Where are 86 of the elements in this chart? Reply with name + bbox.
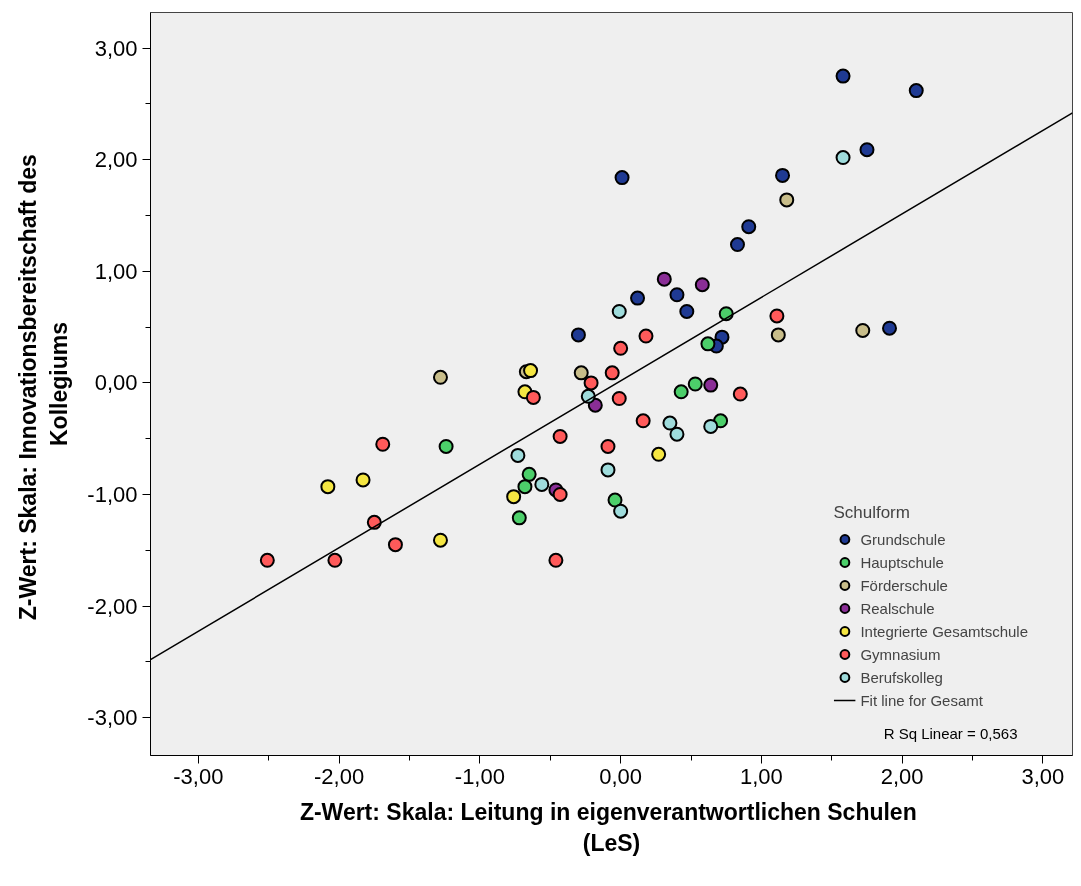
x-axis-title: Z-Wert: Skala: Leitung in eigenverantwortlichen Schulen (LeS) <box>299 798 917 856</box>
point <box>741 219 757 235</box>
legend-label: Grundschule <box>860 529 946 550</box>
point <box>534 476 550 492</box>
legend-label: Realschule <box>860 598 935 619</box>
point <box>525 389 541 405</box>
point <box>548 552 564 568</box>
x-tick-label: 3,00 <box>1021 763 1065 789</box>
point <box>703 377 719 393</box>
point <box>770 327 786 343</box>
point <box>662 415 678 431</box>
y-tick-label: 1,00 <box>94 258 138 284</box>
point <box>613 340 629 356</box>
point <box>630 290 646 306</box>
point <box>432 532 448 548</box>
point <box>573 365 589 381</box>
point <box>506 489 522 505</box>
point <box>638 328 654 344</box>
x-tick-label: -3,00 <box>173 763 224 789</box>
point <box>769 308 785 324</box>
point <box>835 150 851 166</box>
point <box>669 426 685 442</box>
point <box>687 376 703 392</box>
point <box>510 447 526 463</box>
point <box>570 327 586 343</box>
legend-label: Gymnasium <box>860 644 941 665</box>
point <box>327 552 343 568</box>
point <box>604 365 620 381</box>
y-tick-label: 2,00 <box>94 147 138 173</box>
point <box>859 142 875 158</box>
point <box>669 287 685 303</box>
point <box>835 68 851 84</box>
point <box>613 503 629 519</box>
point <box>673 384 689 400</box>
point <box>775 167 791 183</box>
point <box>607 492 623 508</box>
point <box>732 386 748 402</box>
point <box>517 479 533 495</box>
x-tick-label: 2,00 <box>880 763 924 789</box>
legend-label: Fit line for Gesamt <box>860 690 983 711</box>
legend-label: Hauptschule <box>860 552 944 573</box>
x-tick-label: 1,00 <box>740 763 783 789</box>
point <box>523 363 539 379</box>
point <box>320 479 336 495</box>
legend-label: Förderschule <box>860 575 948 596</box>
annotation: R Sq Linear = 0,563 <box>883 724 1018 742</box>
point <box>779 192 795 208</box>
point <box>552 428 568 444</box>
point <box>438 438 454 454</box>
y-tick-label: -1,00 <box>87 481 138 507</box>
point <box>611 391 627 406</box>
x-tick-label: -2,00 <box>314 763 365 789</box>
point <box>600 462 616 478</box>
point <box>375 436 391 452</box>
point <box>614 170 630 186</box>
y-tick-label: 0,00 <box>94 370 138 396</box>
point <box>656 271 672 287</box>
y-tick-label: -3,00 <box>87 705 138 731</box>
y-tick-label: 3,00 <box>94 35 138 61</box>
legend-label: Berufskolleg <box>860 667 943 688</box>
point <box>635 413 651 429</box>
point <box>387 537 403 553</box>
point <box>694 277 710 293</box>
point <box>679 304 695 319</box>
point <box>583 375 599 391</box>
point <box>882 320 898 336</box>
point <box>521 466 537 482</box>
legend-title: Schulform <box>833 503 911 523</box>
point <box>600 438 616 454</box>
point <box>355 472 371 488</box>
point <box>700 336 716 352</box>
x-tick-label: 0,00 <box>599 763 643 789</box>
point <box>552 486 568 502</box>
point <box>511 510 527 526</box>
y-axis-title: Z-Wert: Skala: Innovationsbereitschaft des Kollegiums <box>15 154 73 621</box>
point <box>611 304 627 319</box>
y-tick-label: -2,00 <box>87 593 138 619</box>
legend-label: Integrierte Gesamtschule <box>860 621 1028 642</box>
point <box>651 446 667 462</box>
point <box>703 418 719 434</box>
point <box>855 322 871 338</box>
x-tick-label: -1,00 <box>454 763 505 789</box>
point <box>729 237 745 253</box>
point <box>908 83 924 99</box>
point <box>259 552 275 568</box>
point <box>432 369 448 385</box>
